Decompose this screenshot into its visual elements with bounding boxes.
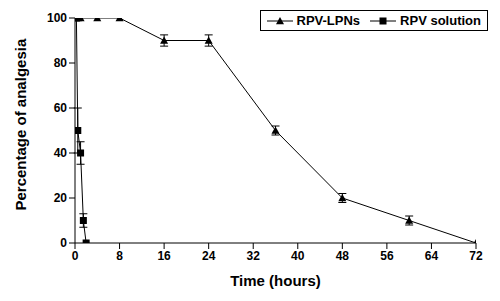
svg-text:16: 16 bbox=[157, 249, 171, 263]
svg-text:72: 72 bbox=[469, 249, 483, 263]
svg-text:40: 40 bbox=[291, 249, 305, 263]
svg-text:56: 56 bbox=[380, 249, 394, 263]
svg-text:40: 40 bbox=[54, 146, 68, 160]
html-text:RPV solution: RPV solution bbox=[400, 13, 481, 28]
svg-text:32: 32 bbox=[247, 249, 261, 263]
svg-text:100: 100 bbox=[47, 11, 67, 25]
svg-text:20: 20 bbox=[54, 191, 68, 205]
svg-text:24: 24 bbox=[202, 249, 216, 263]
svg-text:8: 8 bbox=[116, 249, 123, 263]
svg-text:Time (hours): Time (hours) bbox=[230, 272, 321, 289]
svg-text:Percentage of analgesia: Percentage of analgesia bbox=[12, 38, 29, 210]
svg-text:48: 48 bbox=[336, 249, 350, 263]
svg-text:0: 0 bbox=[72, 249, 79, 263]
svg-text:80: 80 bbox=[54, 56, 68, 70]
svg-text:60: 60 bbox=[54, 101, 68, 115]
svg-text:0: 0 bbox=[60, 236, 67, 250]
svg-text:64: 64 bbox=[425, 249, 439, 263]
html-text:RPV-LPNs: RPV-LPNs bbox=[296, 13, 361, 28]
